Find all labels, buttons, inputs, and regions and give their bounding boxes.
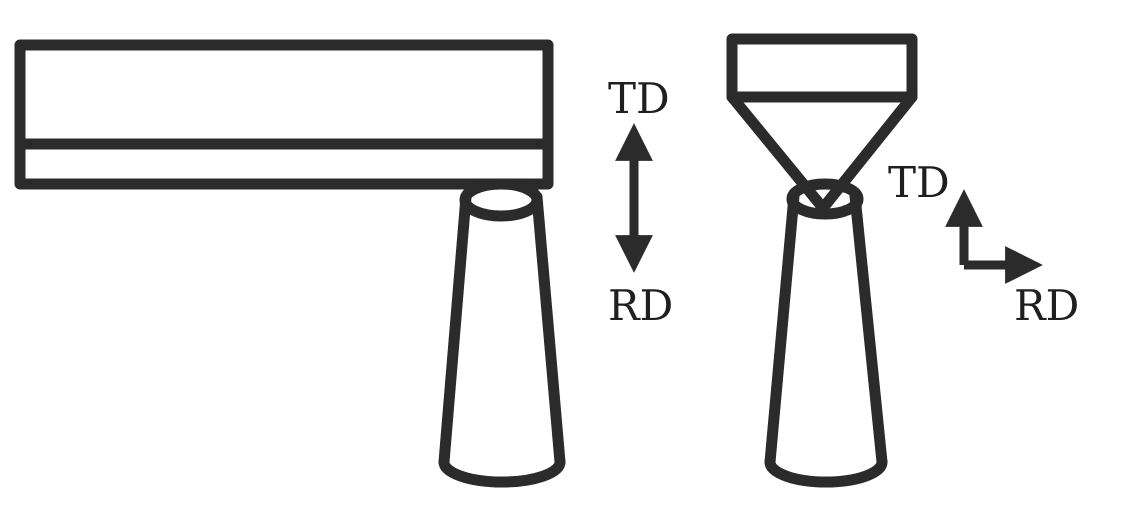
left-rd-label: RD: [608, 281, 673, 330]
right-cylinder-base: [764, 456, 888, 488]
left-cylinder-base: [438, 456, 566, 488]
right-rd-label: RD: [1014, 281, 1079, 330]
left-cylinder-sides: [438, 191, 566, 468]
right-cylinder-top: [786, 178, 864, 220]
left-cylinder-top: [459, 178, 543, 222]
left-long-block: [14, 39, 554, 190]
right-top-block: [726, 33, 918, 103]
right-cylinder-sides: [764, 190, 888, 468]
right-triangle: [726, 91, 918, 214]
left-td-label: TD: [608, 74, 670, 123]
right-td-label: TD: [888, 158, 950, 207]
